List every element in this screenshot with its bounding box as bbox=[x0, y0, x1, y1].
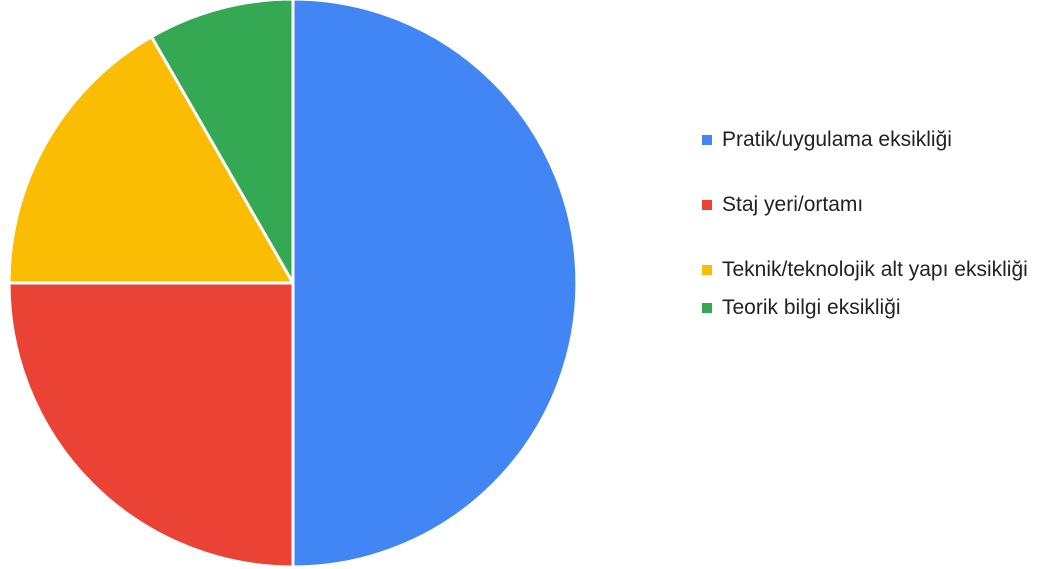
legend-item-teknik: Teknik/teknolojik alt yapı eksikliği bbox=[702, 256, 1047, 283]
legend-label-staj: Staj yeri/ortamı bbox=[722, 193, 864, 216]
pie-slice-pratik bbox=[291, 0, 579, 569]
legend-label-pratik: Pratik/uygulama eksikliği bbox=[722, 128, 952, 151]
legend-swatch-teknik bbox=[702, 265, 712, 275]
legend-item-pratik: Pratik/uygulama eksikliği bbox=[702, 126, 1047, 153]
legend-swatch-teorik bbox=[702, 303, 712, 313]
legend-swatch-staj bbox=[702, 200, 712, 210]
pie-slices bbox=[7, 0, 579, 569]
pie-slice-teorik bbox=[150, 0, 295, 285]
pie-chart bbox=[7, 0, 579, 569]
legend-swatch-pratik bbox=[702, 135, 712, 145]
pie-slice-staj bbox=[7, 281, 295, 569]
legend-item-staj: Staj yeri/ortamı bbox=[702, 191, 1047, 218]
legend-label-teorik: Teorik bilgi eksikliği bbox=[722, 296, 901, 319]
legend: Pratik/uygulama eksikliği Staj yeri/orta… bbox=[702, 126, 1047, 359]
legend-item-teorik: Teorik bilgi eksikliği bbox=[702, 294, 1047, 321]
pie-slice-teknik bbox=[7, 35, 295, 285]
legend-label-teknik: Teknik/teknolojik alt yapı eksikliği bbox=[722, 258, 1028, 281]
